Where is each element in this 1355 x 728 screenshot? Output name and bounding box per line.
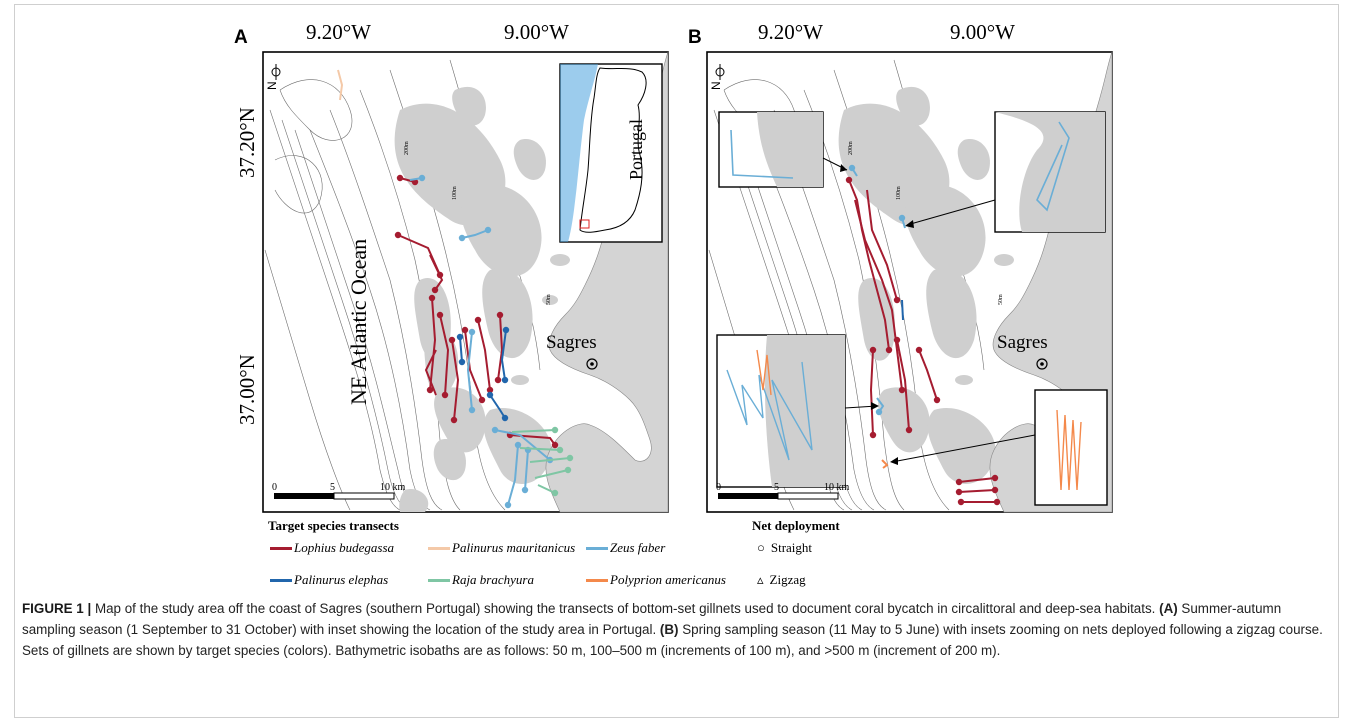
- svg-text:5: 5: [330, 482, 335, 493]
- panel-b-isobath-200m: 200m: [848, 141, 854, 155]
- panel-b-town-label: Sagres: [997, 332, 1048, 353]
- panel-b-lon-label-2: 9.00°W: [950, 20, 1015, 44]
- svg-text:N: N: [709, 81, 723, 90]
- panel-a-lon-label-1: 9.20°W: [306, 20, 371, 44]
- portugal-inset-map: Portugal: [559, 63, 663, 243]
- panel-a-sagres-marker: [586, 358, 598, 370]
- legend-species-title: Target species transects: [268, 518, 399, 533]
- panel-b-zoom-inset-2: [905, 111, 1106, 233]
- legend-item-elephas: Palinurus elephas: [270, 572, 388, 588]
- panel-b-map: N 200m 100m 50m Sagres: [706, 51, 1113, 513]
- panel-a-town-label: Sagres: [546, 332, 597, 353]
- figure-frame: [14, 4, 1339, 718]
- caption-a-text: Summer-autumn sampling season (1 Septemb…: [22, 601, 1282, 637]
- svg-text:10 km: 10 km: [380, 482, 406, 493]
- panel-b-north-arrow: N: [709, 64, 725, 90]
- panel-b-sagres-marker: [1036, 358, 1048, 370]
- panel-a-north-arrow: N: [265, 64, 281, 90]
- legend-swatch-raja: [428, 578, 450, 582]
- panel-a-map: N 200m 100m 50m NE Atlantic Ocean Sagres…: [262, 51, 669, 513]
- panel-a-isobath-200m: 200m: [404, 141, 410, 155]
- svg-text:0: 0: [716, 482, 721, 493]
- panel-b-transect-elephas: [901, 299, 904, 321]
- panel-a-lon-label-2: 9.00°W: [504, 20, 569, 44]
- inset-label: Portugal: [626, 119, 646, 180]
- legend-swatch-polyprion: [586, 578, 608, 582]
- panel-b-transects-zeus: [848, 164, 906, 416]
- legend-item-mauritanicus: Palinurus mauritanicus: [428, 540, 575, 556]
- panel-b-zoom-inset-1: [718, 111, 848, 188]
- panel-b-scale-bar: 0 5 10 km: [716, 482, 850, 500]
- legend-deployment-title: Net deployment: [752, 518, 840, 533]
- panel-a-transects-elephas: [456, 326, 510, 422]
- panel-a-transect-mauritanicus: [337, 69, 344, 101]
- panel-b-zoom-inset-4: [890, 389, 1108, 506]
- legend-swatch-mauritanicus: [428, 546, 450, 550]
- svg-text:N: N: [265, 81, 279, 90]
- panel-a-transects-lophius: [394, 174, 559, 449]
- panel-b-lon-label-1: 9.20°W: [758, 20, 823, 44]
- panel-b-isobath-100m: 100m: [896, 186, 902, 200]
- legend-swatch-zeus: [586, 546, 608, 550]
- legend-item-zigzag: ▵ Zigzag: [757, 572, 806, 587]
- caption-a-tag: (A): [1159, 601, 1178, 616]
- caption-intro: Map of the study area off the coast of S…: [91, 601, 1160, 616]
- panel-a-letter: A: [234, 27, 248, 48]
- svg-text:0: 0: [272, 482, 277, 493]
- panel-b-transect-polyprion: [881, 459, 889, 469]
- figure-caption: FIGURE 1 | Map of the study area off the…: [22, 598, 1334, 661]
- straight-symbol-icon: ○: [757, 540, 765, 555]
- ocean-label: NE Atlantic Ocean: [346, 239, 371, 405]
- panel-b-zoom-inset-3: [716, 334, 879, 488]
- legend-swatch-elephas: [270, 578, 292, 582]
- caption-b-tag: (B): [659, 622, 679, 637]
- legend-item-zeus: Zeus faber: [586, 540, 665, 556]
- panel-b-isobath-50m: 50m: [998, 294, 1004, 305]
- panel-a-scale-bar: 0 5 10 km: [272, 482, 406, 500]
- panel-a-transects-raja: [511, 426, 574, 497]
- zigzag-symbol-icon: ▵: [757, 572, 764, 587]
- legend-item-raja: Raja brachyura: [428, 572, 534, 588]
- legend-swatch-lophius: [270, 546, 292, 550]
- panel-a-isobath-100m: 100m: [452, 186, 458, 200]
- panel-b-letter: B: [688, 27, 702, 48]
- panel-a-isobath-50m: 50m: [546, 294, 552, 305]
- legend-item-polyprion: Polyprion americanus: [586, 572, 726, 588]
- caption-b-text: Spring sampling season (11 May to 5 June…: [22, 622, 1323, 658]
- legend-item-lophius: Lophius budegassa: [270, 540, 394, 556]
- caption-figure-label: FIGURE 1 |: [22, 601, 92, 616]
- svg-text:5: 5: [774, 482, 779, 493]
- legend-item-straight: ○ Straight: [757, 540, 813, 555]
- panel-b-reef-patches: [838, 86, 1014, 484]
- panel-b-transects-lophius: [845, 176, 1001, 506]
- svg-text:10 km: 10 km: [824, 482, 850, 493]
